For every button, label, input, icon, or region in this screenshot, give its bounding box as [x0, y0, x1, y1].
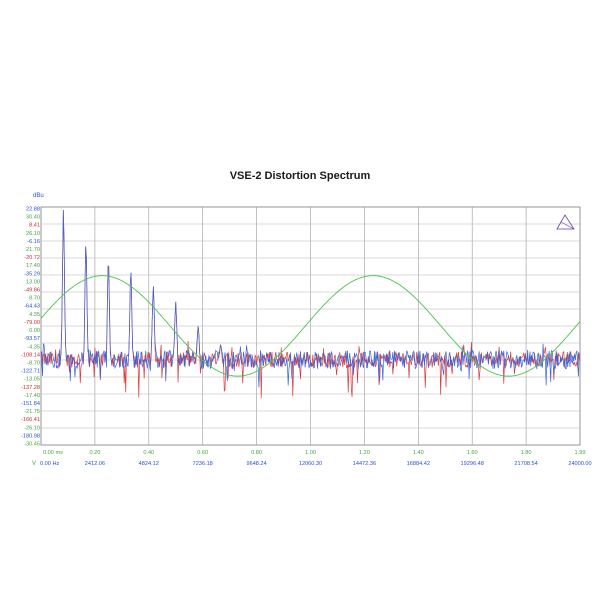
spectrum-line-blue: [40, 209, 581, 388]
x-frequency-tick-label: 24000.00: [568, 461, 591, 467]
x-time-tick-label: 0.40: [143, 450, 154, 456]
left-axis-tick-label: -20.72: [24, 255, 40, 261]
left-axis-tick-label: -21.75: [24, 409, 40, 415]
left-axis-tick-label: 4.35: [29, 312, 40, 318]
left-axis-tick-label: 8.70: [29, 296, 40, 302]
left-axis-tick-label: -35.29: [24, 271, 40, 277]
x-frequency-tick-label: 19296.48: [461, 461, 484, 467]
x-time-tick-label: 1.80: [521, 450, 532, 456]
x-frequency-tick-label: 4824.12: [139, 461, 159, 467]
left-axis-ticks: 22.88 30.40 8.41 26.10 -6.16 21.70 -20.72 17.40…: [21, 207, 40, 448]
x-time-tick-label: 1.99: [575, 450, 586, 456]
x-frequency-tick-label: 12060.30: [299, 461, 322, 467]
left-axis-tick-label: 30.40: [26, 215, 40, 221]
x-axis-v-label: V: [32, 461, 36, 467]
x-time-tick-label: 1.60: [467, 450, 478, 456]
x-frequency-tick-label: 9648.24: [246, 461, 266, 467]
left-axis-tick-label: -26.10: [24, 425, 40, 431]
series-layer: [40, 209, 581, 399]
left-axis-tick-label: 0.00: [29, 328, 40, 334]
x-time-tick-label: 1.00: [305, 450, 316, 456]
chart-title: VSE-2 Distortion Spectrum: [229, 170, 371, 182]
left-axis-tick-label: -8.70: [27, 360, 40, 366]
left-axis-tick-label: -79.00: [24, 320, 40, 326]
left-axis-tick-label: 17.40: [26, 263, 40, 269]
left-axis-tick-label: 13.00: [26, 279, 40, 285]
left-axis-tick-label: -6.16: [27, 239, 40, 245]
left-axis-tick-label: 22.88: [26, 207, 40, 213]
x-frequency-tick-label: 14472.36: [353, 461, 376, 467]
x-frequency-tick-label: 7236.18: [193, 461, 213, 467]
grid-lines: [41, 207, 580, 445]
left-axis-tick-label: 26.10: [26, 231, 40, 237]
left-axis-tick-label: -4.35: [27, 344, 40, 350]
left-axis-unit: dBu: [33, 193, 44, 199]
x-frequency-tick-label: 2412.06: [85, 461, 105, 467]
x-time-tick-label: 1.40: [413, 450, 424, 456]
cursor-triangle-icon[interactable]: [556, 214, 575, 230]
left-axis-tick-label: 8.41: [29, 223, 40, 229]
waveform-line-green: [40, 275, 581, 377]
x-frequency-tick-label: 16884.42: [407, 461, 430, 467]
x-frequency-tick-label: 21708.54: [514, 461, 537, 467]
x-time-tick-label: 0.60: [197, 450, 208, 456]
left-axis-tick-label: -180.98: [21, 433, 40, 439]
x-axis-time-ticks: 0.00 ms 0.20 0.40 0.60 0.80 1.00 1.20 1.40 1.60 1…: [43, 450, 585, 456]
x-frequency-tick-label: 0.00 Hz: [40, 461, 59, 467]
left-axis-tick-label: -122.71: [21, 369, 40, 375]
left-axis-tick-label: -166.41: [21, 417, 40, 423]
left-axis-tick-label: -64.43: [24, 304, 40, 310]
left-axis-tick-label: -30.45: [24, 442, 40, 448]
x-time-tick-label: 0.20: [89, 450, 100, 456]
left-axis-tick-label: -137.28: [21, 385, 40, 391]
x-time-tick-label: 1.20: [359, 450, 370, 456]
x-time-tick-label: 0.80: [251, 450, 262, 456]
left-axis-tick-label: -108.14: [21, 352, 40, 358]
left-axis-tick-label: 21.70: [26, 247, 40, 253]
x-time-tick-label: 0.00 ms: [43, 450, 63, 456]
x-axis-frequency-ticks: 0.00 Hz 2412.06 4824.12 7236.18 9648.24 12060…: [40, 461, 592, 467]
left-axis-tick-label: -49.86: [24, 288, 40, 294]
left-axis-tick-label: -93.57: [24, 336, 40, 342]
left-axis-tick-label: -17.40: [24, 393, 40, 399]
left-axis-tick-label: -13.05: [24, 377, 40, 383]
left-axis-tick-label: -151.84: [21, 401, 40, 407]
